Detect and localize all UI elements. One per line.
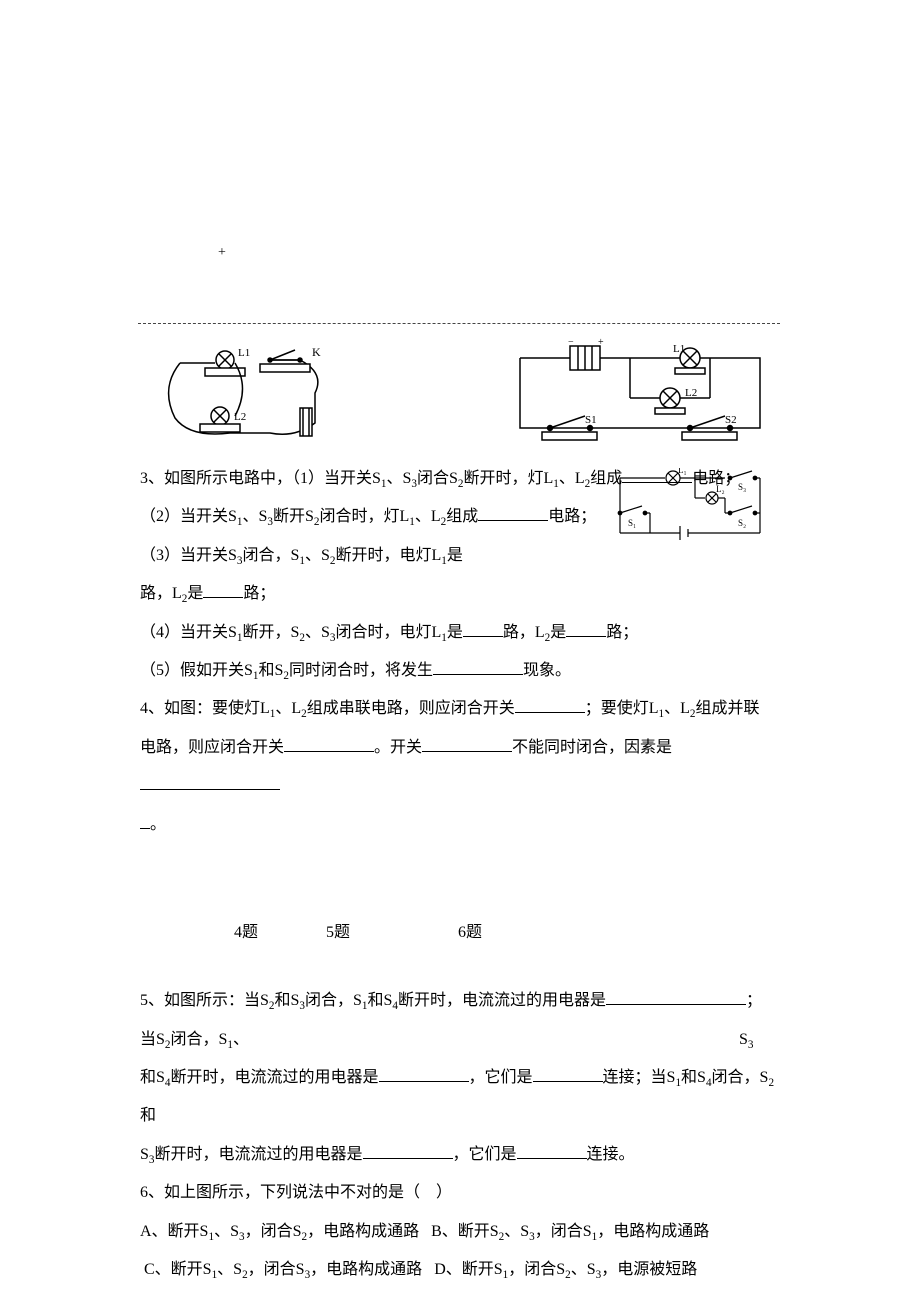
- svg-text:+: +: [598, 338, 604, 348]
- svg-text:−: −: [568, 338, 574, 348]
- svg-text:L2: L2: [685, 387, 697, 399]
- q6-options-ab: A、断开S1、S3，闭合S2，电路构成通路 B、断开S2、S3，闭合S1，电路构…: [140, 1213, 790, 1251]
- blank: [433, 658, 523, 675]
- q5-line3: 和S4断开时，电流流过的用电器是，它们是连接；当S1和S4闭合，S2和: [140, 1059, 790, 1136]
- q5-line2: 当S2闭合，S1、S3: [140, 1021, 790, 1059]
- svg-text:L2: L2: [234, 411, 246, 423]
- blank: [379, 1065, 469, 1082]
- q3-line5: （5）假如开关S1和S2同时闭合时，将发生现象。: [140, 652, 790, 690]
- q4-line3: 。: [140, 806, 790, 844]
- figures-row: L1 L2 K: [150, 338, 790, 448]
- q4-line2: 电路，则应闭合开关。开关不能同时闭合，因素是: [140, 729, 790, 806]
- svg-text:S1: S1: [585, 414, 597, 426]
- q4-line1: 4、如图：要使灯L1、L2组成串联电路，则应闭合开关；要使灯L1、L2组成并联: [140, 690, 790, 728]
- blank: [606, 988, 746, 1005]
- circuit-figure-right: − + L1 L2 S1 S2: [490, 338, 790, 448]
- blank: [517, 1142, 587, 1159]
- svg-text:S2: S2: [725, 414, 737, 426]
- q3-line3: （3）当开关S3闭合，S1、S2断开时，电灯L1是: [140, 537, 600, 575]
- blank: [622, 466, 692, 483]
- blank: [463, 620, 503, 637]
- blank: [284, 735, 374, 752]
- q6-lead: 6、如上图所示，下列说法中不对的是（ ）: [140, 1174, 790, 1212]
- blank: [140, 812, 150, 829]
- blank: [478, 504, 548, 521]
- q5-line1: 5、如图所示：当S2和S3闭合，S1和S4断开时，电流流过的用电器是；: [140, 982, 790, 1020]
- q3-line3b: 路，L2是路；: [140, 575, 790, 613]
- q3-line2: （2）当开关S1、S3断开S2闭合时，灯L1、L2组成电路；: [140, 498, 600, 536]
- svg-text:L1: L1: [238, 347, 250, 359]
- plus-symbol: +: [218, 236, 226, 270]
- blank: [533, 1065, 603, 1082]
- dashed-separator: [138, 323, 780, 324]
- blank: [515, 696, 585, 713]
- blank: [140, 773, 280, 790]
- svg-text:K: K: [312, 345, 321, 359]
- circuit-figure-left: L1 L2 K: [150, 338, 350, 448]
- blank: [566, 620, 606, 637]
- q3-line1: 3、如图所示电路中，（1）当开关S1、S3闭合S2断开时，灯L1、L2组成电路；: [140, 460, 790, 498]
- figure-labels: 4题 5题 6题: [140, 914, 790, 952]
- blank: [203, 581, 243, 598]
- svg-text:L1: L1: [673, 343, 685, 355]
- blank: [363, 1142, 453, 1159]
- q3-line4: （4）当开关S1断开，S2、S3闭合时，电灯L1是路，L2是路；: [140, 614, 790, 652]
- q6-options-cd: C、断开S1、S2，闭合S3，电路构成通路 D、断开S1，闭合S2、S3，电源被…: [140, 1251, 790, 1289]
- q5-line4: S3断开时，电流流过的用电器是，它们是连接。: [140, 1136, 790, 1174]
- blank: [422, 735, 512, 752]
- content-body: 3、如图所示电路中，（1）当开关S1、S3闭合S2断开时，灯L1、L2组成电路；…: [140, 460, 790, 1289]
